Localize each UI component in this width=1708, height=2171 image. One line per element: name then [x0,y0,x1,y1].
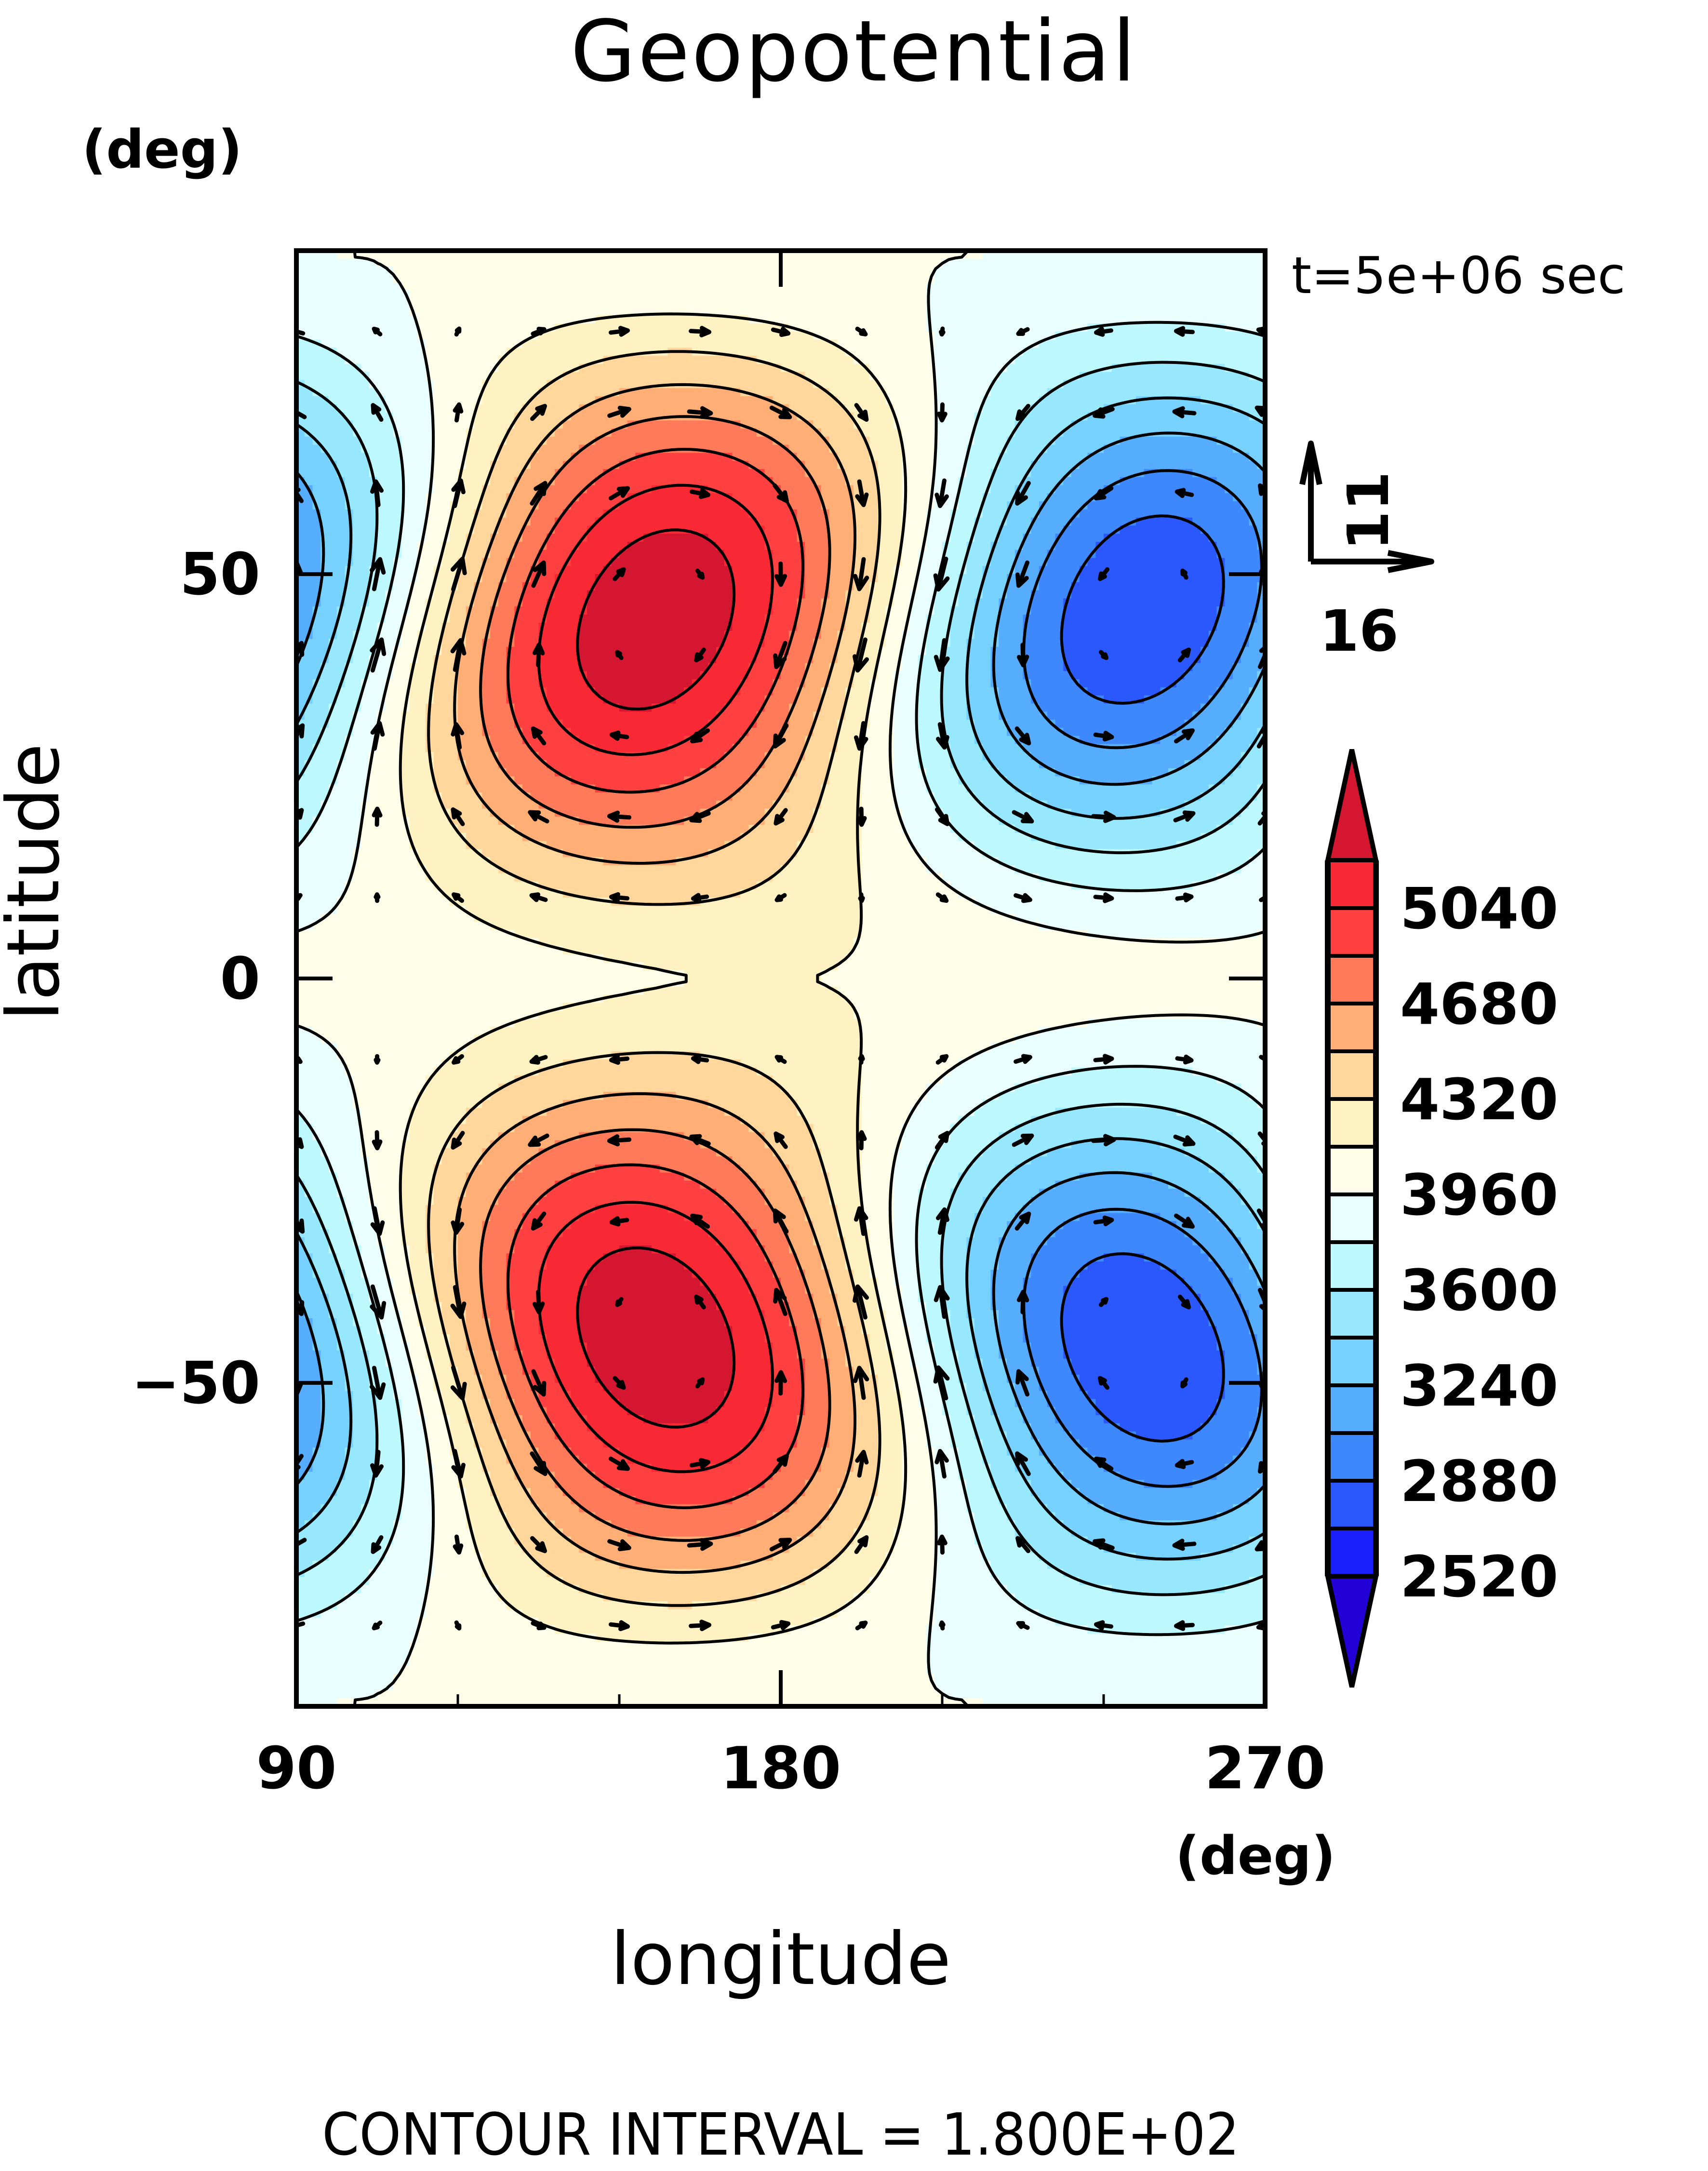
colorbar-segment [1328,956,1376,1004]
wind-vector [376,1056,378,1062]
reference-u-label: 16 [1320,598,1399,664]
y-tick-label: 50 [180,541,260,608]
colorbar-segment [1328,1051,1376,1099]
wind-vector [1101,652,1107,658]
colorbar-segment [1328,1004,1376,1051]
colorbar-segment [1328,1290,1376,1338]
colorbar-segment [1328,860,1376,908]
colorbar-segment [1328,1481,1376,1528]
reference-v-label: 11 [1335,471,1401,550]
wind-vector [376,895,378,901]
wind-vector [374,329,380,334]
colorbar-segment [1328,1194,1376,1242]
wind-vector [941,1622,944,1628]
wind-vector [697,1380,703,1386]
contour-field [296,251,1266,1707]
colorbar-segment [1328,1147,1376,1194]
colorbar-label: 3960 [1400,1162,1558,1228]
wind-vector [860,895,863,901]
wind-vector [941,329,944,335]
reference-vector-u [1311,553,1431,570]
colorbar-label: 5040 [1400,875,1558,942]
wind-vector [456,329,459,335]
colorbar-segment [1328,1242,1376,1290]
colorbar-segment [1328,1338,1376,1385]
colorbar-segment [1328,1433,1376,1481]
wind-vector [697,571,703,577]
colorbar-label: 4320 [1400,1066,1558,1133]
colorbar-extend-max [1328,750,1376,860]
y-tick-label: 0 [220,946,261,1013]
plot-canvas: 90 180 270 50 0 −50 5040 4680 4320 3960 3600 3240 2… [0,0,1708,2171]
x-tick-label: 180 [721,1735,841,1802]
colorbar-segment [1328,1385,1376,1433]
wind-vector [617,652,621,658]
wind-vector [374,1623,380,1628]
colorbar-extend-min [1328,1576,1376,1687]
x-tick-label: 270 [1205,1735,1326,1802]
colorbar-label: 2520 [1400,1543,1558,1610]
colorbar-label: 3240 [1400,1353,1558,1419]
reference-vector-v [1302,443,1320,562]
wind-vector [1101,1299,1107,1305]
wind-vector [617,1299,621,1305]
wind-vector [860,1056,863,1062]
colorbar-label: 2880 [1400,1448,1558,1514]
wind-vector [456,1622,459,1628]
colorbar-label: 4680 [1400,971,1558,1037]
x-tick-label: 90 [256,1735,337,1802]
colorbar: 5040 4680 4320 3960 3600 3240 2880 2520 [1328,750,1558,1687]
colorbar-segment [1328,1528,1376,1576]
y-tick-label: −50 [131,1350,260,1417]
colorbar-segment [1328,908,1376,956]
colorbar-segment [1328,1099,1376,1147]
reference-vector: 11 16 [1302,443,1431,664]
colorbar-label: 3600 [1400,1257,1558,1324]
